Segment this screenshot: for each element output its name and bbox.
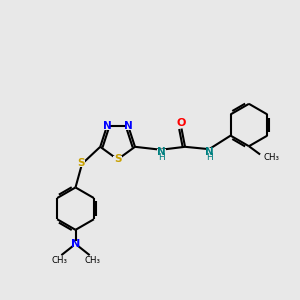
Bar [103,123,110,130]
Text: N: N [124,122,133,131]
Text: CH₃: CH₃ [84,256,100,265]
Text: N: N [71,239,80,249]
Bar [178,121,185,127]
Text: S: S [114,154,122,164]
Text: H: H [206,153,213,162]
Bar [125,123,132,130]
Text: N: N [206,146,214,157]
Text: S: S [78,158,85,168]
Text: CH₃: CH₃ [51,256,67,265]
Text: N: N [157,147,166,157]
Bar [158,149,166,158]
Bar [72,241,79,247]
Text: N: N [103,122,111,131]
Bar [113,156,122,163]
Text: O: O [177,118,186,128]
Text: CH₃: CH₃ [264,153,280,162]
Text: H: H [158,154,165,163]
Bar [78,160,85,167]
Bar [206,148,214,157]
